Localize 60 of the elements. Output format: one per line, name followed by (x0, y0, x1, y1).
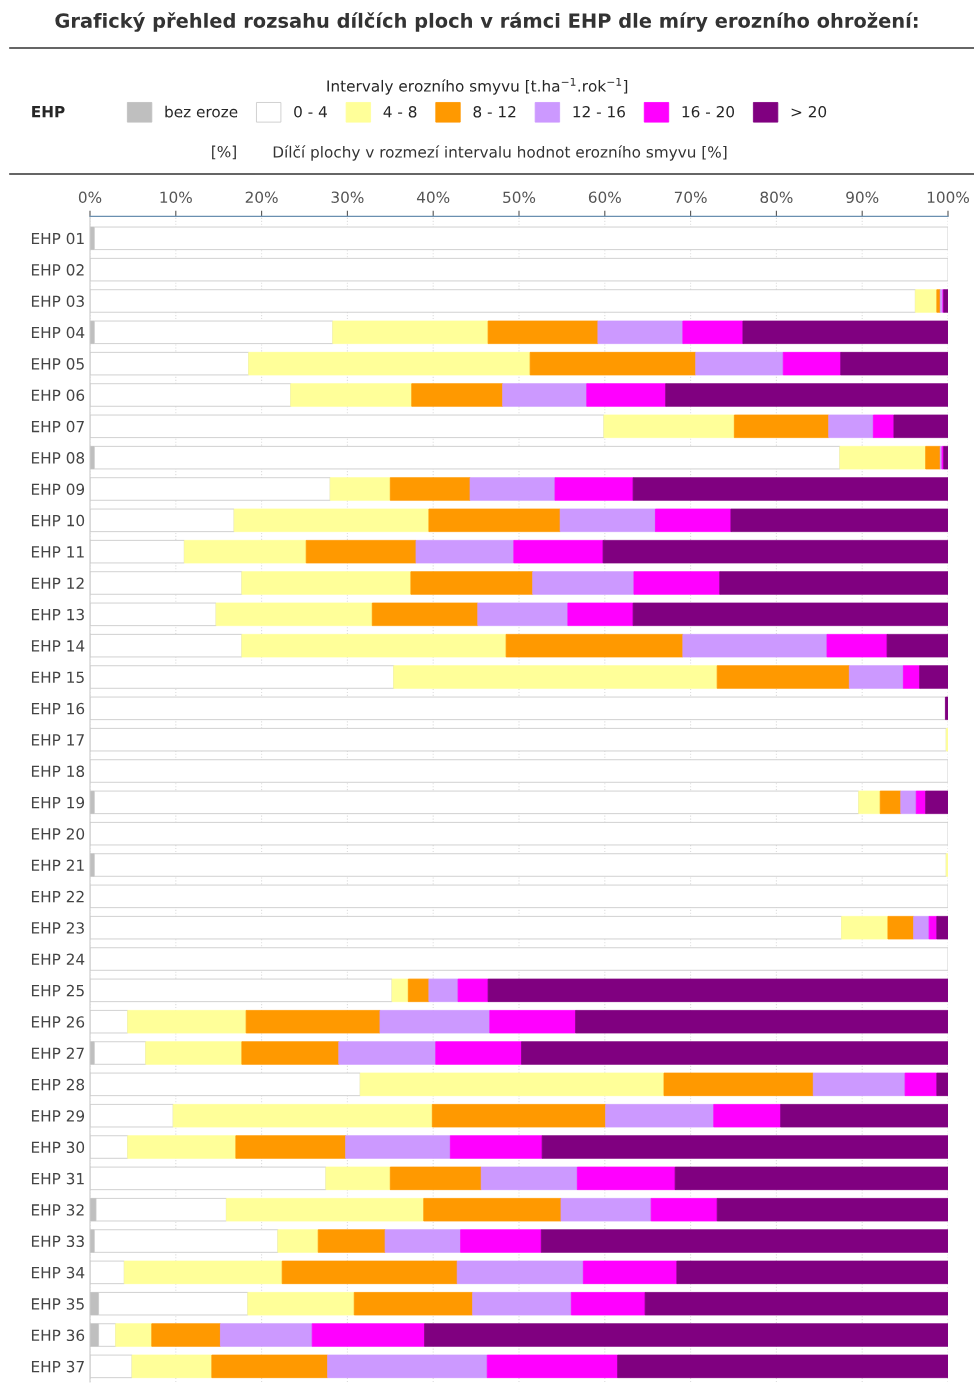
legend-label: > 20 (791, 105, 827, 118)
y-tick-label: EHP 06 (31, 389, 85, 402)
y-tick-label: EHP 31 (31, 1172, 84, 1185)
text: [%] (212, 145, 236, 160)
legend-label: 4 - 8 (383, 105, 417, 118)
y-tick-label: EHP 23 (31, 922, 84, 934)
legend-label: 16 - 20 (682, 105, 735, 118)
x-tick-label: 10% (160, 191, 192, 203)
y-tick-label: EHP 19 (31, 796, 85, 809)
y-tick-label: EHP 13 (31, 608, 84, 621)
legend-title: Intervaly erozního smyvu [t.ha$^{−1}$.rok$^{−1}$] (327, 77, 628, 95)
y-tick-label: EHP 32 (31, 1204, 84, 1216)
legend-label: 0 - 4 (294, 105, 327, 118)
x-tick-label: 20% (245, 191, 278, 203)
x-tick-label: 90% (846, 191, 879, 203)
x-tick-label: 80% (760, 191, 793, 203)
x-tick-label: 60% (588, 191, 621, 203)
y-tick-label: EHP 10 (31, 514, 85, 527)
y-tick-label: EHP 35 (31, 1298, 84, 1310)
y-tick-label: EHP 24 (31, 953, 85, 965)
y-tick-label: EHP 30 (31, 1141, 85, 1154)
x-tick-label: 0% (78, 191, 102, 203)
y-tick-label: EHP 21 (31, 859, 84, 871)
y-tick-label: EHP 07 (31, 420, 84, 433)
y-tick-label: EHP 26 (31, 1016, 85, 1028)
y-tick-label: EHP 16 (31, 702, 85, 715)
y-tick-label: EHP 34 (31, 1266, 85, 1279)
y-tick-label: EHP 20 (31, 828, 85, 840)
y-tick-label: EHP 04 (31, 326, 85, 339)
y-tick-label: EHP 17 (31, 734, 84, 746)
legend-label: 12 - 16 (573, 105, 625, 118)
y-tick-label: EHP 03 (31, 295, 84, 308)
y-tick-label: EHP 18 (31, 765, 85, 778)
y-tick-label: EHP 12 (31, 577, 84, 589)
y-tick-label: EHP 05 (31, 358, 84, 370)
y-tick-label: EHP 11 (31, 546, 84, 558)
y-tick-label: EHP 01 (31, 232, 84, 245)
x-tick-label: 40% (416, 191, 450, 203)
y-tick-label: EHP 33 (31, 1235, 84, 1248)
y-tick-label: EHP 14 (31, 640, 85, 652)
y-tick-label: EHP 08 (31, 452, 85, 464)
y-tick-label: EHP 37 (31, 1360, 84, 1373)
x-tick-label: 30% (331, 191, 364, 203)
legend-label: 8 - 12 (473, 105, 516, 118)
y-axis-title: EHP (32, 106, 65, 118)
y-tick-label: EHP 22 (31, 890, 84, 903)
legend-label: bez eroze (165, 105, 238, 118)
y-tick-label: EHP 29 (31, 1110, 85, 1122)
y-tick-label: EHP 28 (31, 1078, 85, 1091)
y-tick-label: EHP 15 (31, 671, 84, 684)
y-tick-label: EHP 36 (31, 1329, 85, 1342)
y-tick-label: EHP 25 (31, 984, 84, 997)
y-tick-label: EHP 02 (31, 264, 84, 276)
chart-title: Grafický přehled rozsahu dílčích ploch v rámci EHP dle míry erozního ohrožení: (55, 12, 918, 32)
y-tick-label: EHP 27 (31, 1047, 84, 1059)
y-tick-label: EHP 09 (31, 483, 85, 496)
x-tick-label: 100% (927, 191, 969, 203)
x-tick-label: 70% (674, 191, 707, 203)
text: Dílčí plochy v rozmezí intervalu hodnot erozního smyvu [%] (273, 145, 727, 161)
x-tick-label: 50% (503, 191, 536, 203)
